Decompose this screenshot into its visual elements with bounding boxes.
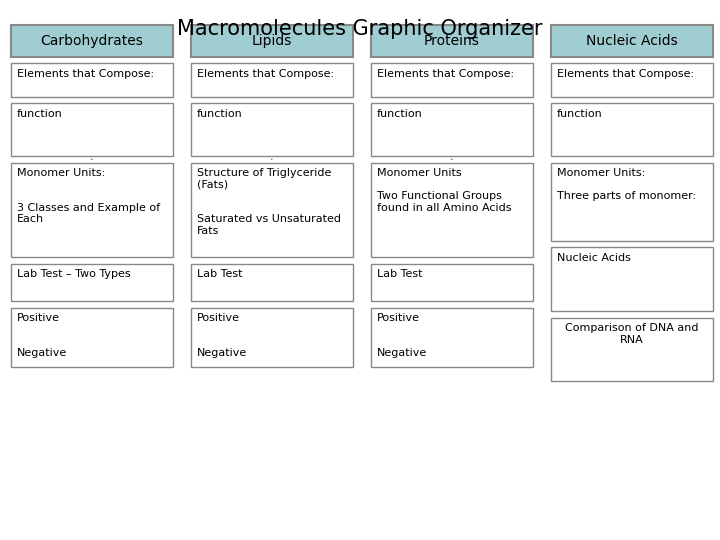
- Text: Lab Test: Lab Test: [377, 269, 422, 279]
- Bar: [551, 163, 713, 241]
- Bar: [191, 264, 353, 301]
- Text: Lab Test – Two Types: Lab Test – Two Types: [17, 269, 130, 279]
- Bar: [11, 308, 173, 367]
- Bar: [11, 163, 173, 257]
- Bar: [551, 103, 713, 156]
- Text: Nucleic Acids: Nucleic Acids: [557, 253, 631, 263]
- Bar: [551, 25, 713, 57]
- Text: Monomer Units:

Three parts of monomer:: Monomer Units: Three parts of monomer:: [557, 168, 696, 201]
- Bar: [371, 103, 533, 156]
- Text: Positive


Negative: Positive Negative: [197, 313, 247, 358]
- Bar: [551, 247, 713, 311]
- Text: Elements that Compose:: Elements that Compose:: [377, 69, 513, 79]
- Bar: [191, 308, 353, 367]
- Bar: [11, 103, 173, 156]
- Text: Lipids: Lipids: [251, 34, 292, 48]
- Bar: [371, 25, 533, 57]
- Text: Proteins: Proteins: [424, 34, 480, 48]
- Bar: [191, 63, 353, 97]
- Text: Carbohydrates: Carbohydrates: [40, 34, 143, 48]
- Bar: [11, 25, 173, 57]
- Text: Elements that Compose:: Elements that Compose:: [17, 69, 153, 79]
- Text: Structure of Triglyceride
(Fats)


Saturated vs Unsaturated
Fats: Structure of Triglyceride (Fats) Saturat…: [197, 168, 341, 236]
- Text: Nucleic Acids: Nucleic Acids: [586, 34, 678, 48]
- Text: function: function: [17, 109, 63, 119]
- Bar: [551, 318, 713, 381]
- Bar: [191, 25, 353, 57]
- Bar: [191, 103, 353, 156]
- Text: Lab Test: Lab Test: [197, 269, 242, 279]
- Text: Comparison of DNA and
RNA: Comparison of DNA and RNA: [565, 323, 698, 345]
- Text: Macromolecules Graphic Organizer: Macromolecules Graphic Organizer: [177, 19, 543, 39]
- Text: function: function: [197, 109, 243, 119]
- Bar: [371, 163, 533, 257]
- Text: function: function: [557, 109, 603, 119]
- Bar: [551, 63, 713, 97]
- Bar: [371, 264, 533, 301]
- Bar: [371, 63, 533, 97]
- Bar: [371, 308, 533, 367]
- Text: Monomer Units

Two Functional Groups
found in all Amino Acids: Monomer Units Two Functional Groups foun…: [377, 168, 511, 213]
- Bar: [11, 63, 173, 97]
- Text: Positive


Negative: Positive Negative: [17, 313, 67, 358]
- Text: Elements that Compose:: Elements that Compose:: [557, 69, 693, 79]
- Bar: [191, 163, 353, 257]
- Bar: [11, 264, 173, 301]
- Text: function: function: [377, 109, 423, 119]
- Text: Positive


Negative: Positive Negative: [377, 313, 427, 358]
- Text: Elements that Compose:: Elements that Compose:: [197, 69, 333, 79]
- Text: Monomer Units:


3 Classes and Example of
Each: Monomer Units: 3 Classes and Example of …: [17, 168, 160, 224]
